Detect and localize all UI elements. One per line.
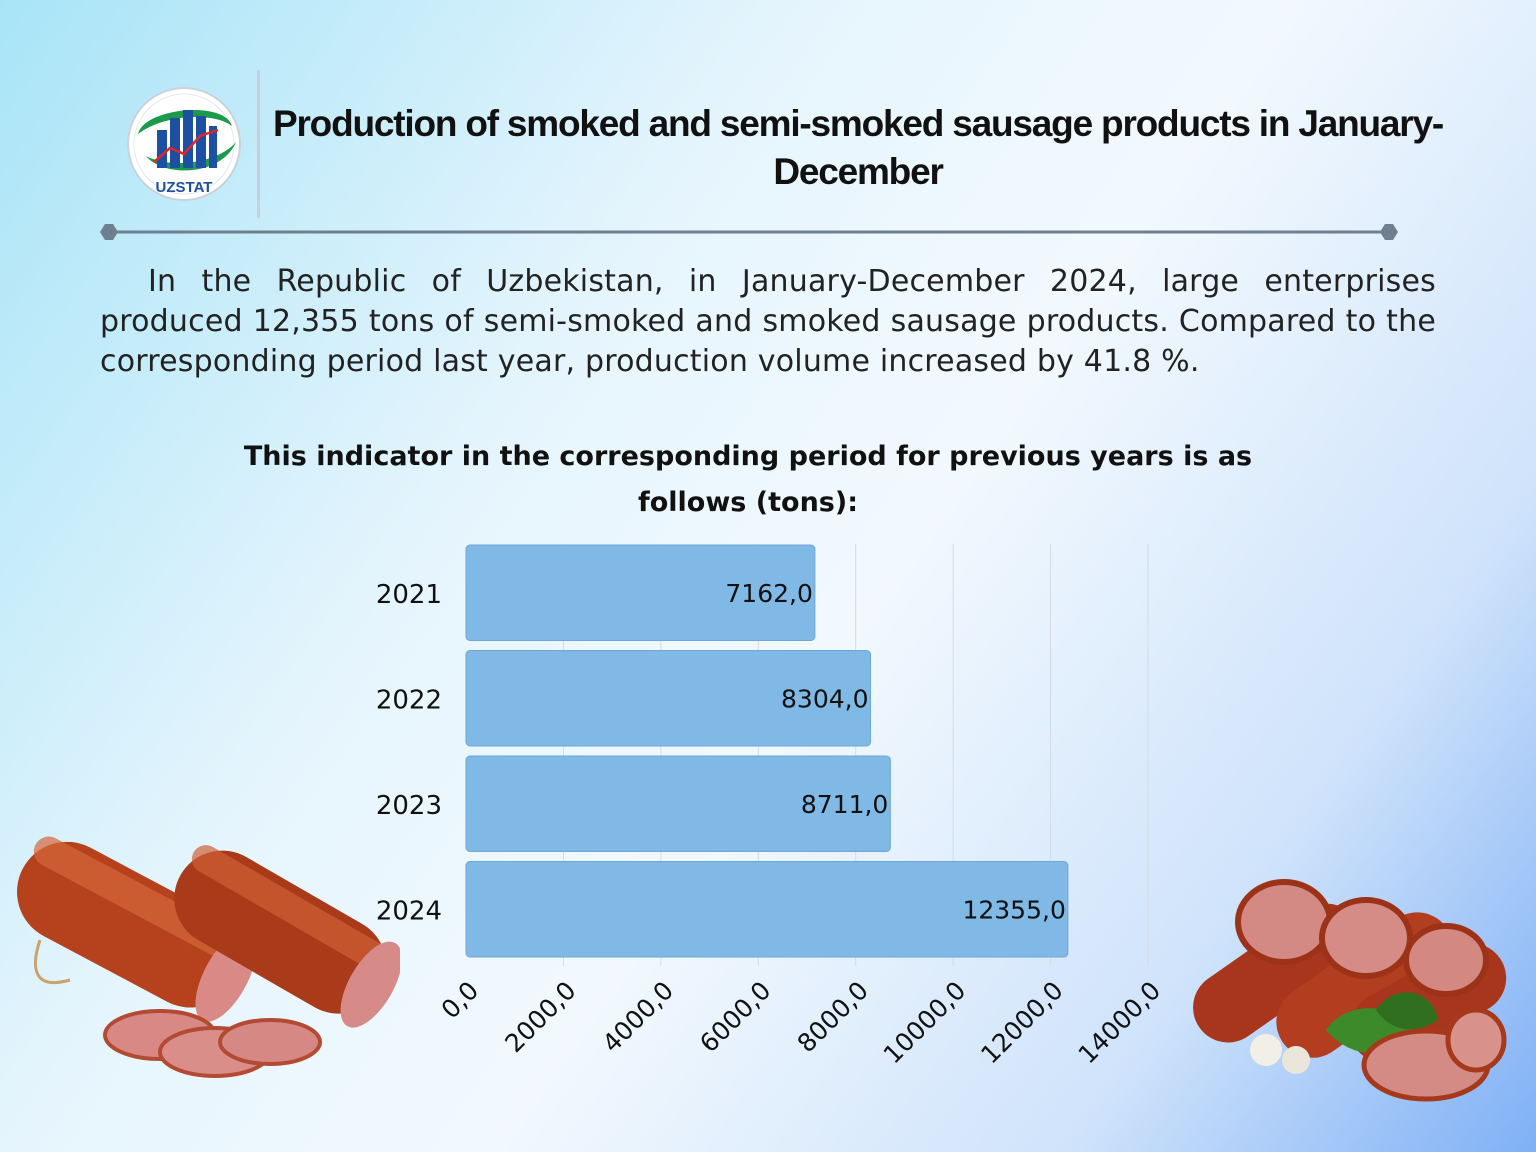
- bar: [465, 861, 1069, 958]
- y-tick-label: 2024: [376, 896, 442, 926]
- data-label: 7162,0: [725, 579, 812, 608]
- data-label: 8711,0: [801, 790, 888, 819]
- header-separator: [257, 70, 260, 218]
- x-tick-label: 6000,0: [694, 976, 776, 1058]
- logo-text: UZSTAT: [156, 179, 213, 196]
- page-title: Production of smoked and semi-smoked sau…: [272, 103, 1444, 192]
- x-tick-label: 10000,0: [878, 976, 972, 1070]
- intro-paragraph: In the Republic of Uzbekistan, in Januar…: [100, 264, 1436, 379]
- x-tick-label: 12000,0: [975, 976, 1069, 1070]
- y-tick-label: 2021: [376, 580, 442, 610]
- title-divider: [100, 224, 1398, 240]
- x-tick-label: 14000,0: [1073, 976, 1167, 1070]
- x-tick-label: 4000,0: [597, 976, 679, 1058]
- sausage-image-right: [1193, 879, 1507, 1102]
- y-tick-label: 2022: [376, 685, 442, 715]
- sausage-image-left: [17, 836, 400, 1078]
- x-tick-label: 2000,0: [499, 976, 581, 1058]
- uzstat-logo: UZSTAT: [127, 87, 241, 201]
- data-label: 12355,0: [962, 895, 1065, 924]
- x-tick-label: 0,0: [436, 976, 485, 1025]
- bar: [465, 755, 891, 852]
- data-label: 8304,0: [781, 684, 868, 713]
- chart-title: This indicator in the corresponding peri…: [243, 441, 1253, 518]
- bar: [465, 650, 872, 747]
- x-tick-label: 8000,0: [792, 976, 874, 1058]
- y-tick-label: 2023: [376, 791, 442, 821]
- bar: [465, 544, 816, 641]
